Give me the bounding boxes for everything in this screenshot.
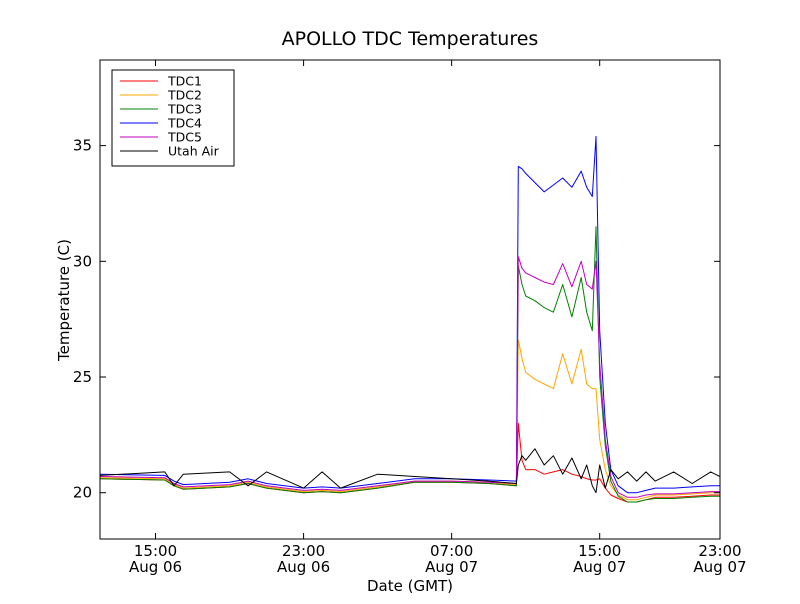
y-axis-label: Temperature (C): [55, 239, 73, 362]
y-axis: 20 25 30 35: [73, 137, 720, 502]
y-tick-label: 20: [73, 484, 92, 502]
y-tick-label: 35: [73, 137, 92, 155]
series-line-utah-air: [100, 448, 720, 494]
x-tick-label-date: Aug 07: [693, 558, 746, 576]
series-line-tdc3: [100, 226, 720, 503]
y-tick-label: 30: [73, 252, 92, 270]
y-tick-label: 25: [73, 368, 92, 386]
series-line-tdc4: [100, 135, 720, 494]
legend-label: Utah Air: [168, 144, 220, 159]
x-axis-label: Date (GMT): [367, 577, 453, 595]
legend-box: [111, 69, 235, 167]
legend-label: TDC1: [167, 74, 202, 89]
x-tick-label-date: Aug 06: [277, 558, 330, 576]
series-line-tdc1: [100, 422, 720, 503]
plot-frame: [99, 59, 721, 540]
legend-label: TDC5: [167, 130, 202, 145]
legend-label: TDC3: [167, 102, 202, 117]
x-tick-label-time: 07:00: [430, 542, 473, 560]
x-tick-label-time: 15:00: [578, 542, 621, 560]
x-tick-label-date: Aug 06: [129, 558, 182, 576]
series-layer: [100, 135, 720, 503]
x-tick-label-time: 23:00: [698, 542, 741, 560]
x-tick-label-date: Aug 07: [573, 558, 626, 576]
chart-title: APOLLO TDC Temperatures: [282, 28, 539, 50]
series-line-tdc2: [100, 339, 720, 501]
x-tick-label-time: 23:00: [282, 542, 325, 560]
series-line-tdc5: [100, 256, 720, 498]
x-tick-label-time: 15:00: [134, 542, 177, 560]
legend-label: TDC4: [167, 116, 202, 131]
legend-label: TDC2: [167, 88, 202, 103]
x-tick-label-date: Aug 07: [425, 558, 478, 576]
